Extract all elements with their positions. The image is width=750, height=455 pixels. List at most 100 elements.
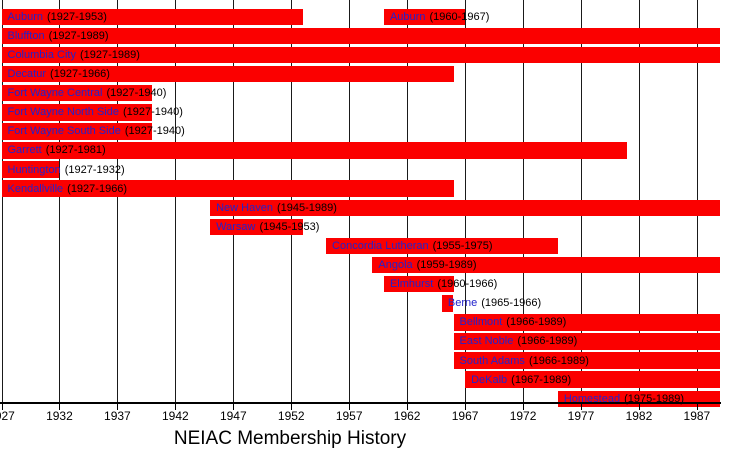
gridline-1937 [117,0,119,403]
axis-tick-label: 1952 [277,409,305,423]
membership-years: (1960-1967) [429,10,490,23]
member-link[interactable]: Fort Wayne North Side [7,106,119,119]
member-link[interactable]: Bluffton [7,29,45,42]
membership-bar [453,314,721,331]
member-link[interactable]: Bellmont [459,316,503,329]
axis-tick-1972 [523,404,525,410]
bar-label: DeKalb (1967-1989) [471,371,571,388]
membership-years: (1927-1989) [79,48,140,61]
membership-bar [1,142,628,159]
bar-label: Garrett (1927-1981) [8,142,106,159]
membership-years: (1927-1932) [64,163,125,176]
membership-bar [1,27,721,45]
bar-label: East Noble (1966-1989) [460,333,578,350]
axis-tick-label: 1927 [0,409,15,423]
membership-years: (1966-1989) [506,316,567,329]
bar-label: Fort Wayne North Side (1927-1940) [8,104,183,121]
member-link[interactable]: Kendallville [7,182,64,195]
membership-years: (1927-1940) [106,87,167,100]
bar-label: Berne (1965-1966) [448,295,541,312]
membership-bar [465,371,721,388]
membership-years: (1927-1966) [50,68,110,81]
member-link[interactable]: Decatur [7,68,47,81]
membership-bar [210,199,721,217]
bar-label: Bluffton (1927-1989) [8,28,109,45]
member-link[interactable]: Auburn [389,10,426,23]
membership-bar [1,104,153,121]
membership-bar [1,161,60,178]
axis-tick-1942 [175,404,177,410]
membership-bar [326,237,558,255]
member-link[interactable]: Concordia Lutheran [332,239,429,252]
gridline-1932 [59,0,61,403]
membership-bar [453,352,721,369]
bar-label: Warsaw (1945-1953) [216,219,319,236]
gridline-1942 [175,0,177,403]
membership-bar [1,84,153,102]
bar-label: Elmhurst (1960-1966) [390,276,497,293]
membership-years: (1927-1989) [48,29,109,42]
membership-years: (1927-1981) [45,144,106,157]
bar-label: Columbia City (1927-1989) [8,47,140,64]
axis-tick-1932 [59,404,61,410]
member-link[interactable]: Fort Wayne Central [7,87,103,100]
member-link[interactable]: Columbia City [7,48,76,61]
member-link[interactable]: Auburn [7,10,43,23]
bar-label: Fort Wayne South Side (1927-1940) [8,123,185,140]
bar-label: Angola (1959-1989) [378,257,476,274]
member-link[interactable]: Fort Wayne South Side [7,125,121,138]
bar-label: Huntington (1927-1932) [8,161,125,178]
bar-label: Auburn (1927-1953) [8,9,107,26]
member-link[interactable]: Garrett [7,144,42,157]
axis-tick-label: 1947 [219,409,247,423]
membership-bar [1,46,721,64]
axis-tick-1947 [233,404,235,410]
membership-bar [1,65,454,83]
axis-tick-1927 [1,404,3,410]
membership-years: (1975-1989) [624,392,685,405]
axis-tick-1952 [291,404,293,410]
member-link[interactable]: Angola [378,259,413,272]
axis-tick-label: 1987 [683,409,711,423]
membership-bar [383,8,466,26]
bar-label: Bellmont (1966-1989) [460,314,567,331]
member-link[interactable]: Berne [447,297,478,310]
axis-tick-label: 1957 [335,409,363,423]
bar-label: Homestead (1975-1989) [564,391,684,408]
membership-years: (1960-1966) [437,278,498,291]
membership-bar [1,8,303,26]
membership-years: (1927-1953) [46,10,107,23]
membership-bar [1,123,153,140]
membership-years: (1927-1940) [124,125,185,138]
axis-tick-1987 [696,404,698,410]
bar-label: South Adams (1966-1989) [460,352,589,369]
axis-tick-label: 1967 [451,409,479,423]
member-link[interactable]: Warsaw [216,220,256,233]
axis-tick-label: 1977 [567,409,595,423]
member-link[interactable]: Homestead [563,392,621,405]
axis-tick-label: 1982 [625,409,653,423]
axis-tick-1957 [349,404,351,410]
bar-label: Concordia Lutheran (1955-1975) [332,238,493,255]
membership-bar [441,295,454,312]
membership-years: (1967-1989) [511,373,572,386]
membership-years: (1966-1989) [528,354,589,367]
membership-years: (1965-1966) [481,297,542,310]
member-link[interactable]: DeKalb [471,373,508,386]
membership-bar [372,256,721,274]
member-link[interactable]: Elmhurst [389,278,434,291]
bar-label: Fort Wayne Central (1927-1940) [8,85,167,102]
member-link[interactable]: New Haven [216,201,273,214]
membership-years: (1966-1989) [517,335,578,348]
member-link[interactable]: Huntington [7,163,61,176]
axis-tick-1962 [407,404,409,410]
axis-tick-1967 [465,404,467,410]
membership-years: (1927-1966) [67,182,128,195]
bar-label: Decatur (1927-1966) [8,66,110,83]
member-link[interactable]: East Noble [459,335,514,348]
membership-years: (1955-1975) [432,239,493,252]
axis-tick-label: 1942 [161,409,189,423]
membership-bar [453,333,721,350]
member-link[interactable]: South Adams [459,354,525,367]
bar-label: Auburn (1960-1967) [390,9,489,26]
